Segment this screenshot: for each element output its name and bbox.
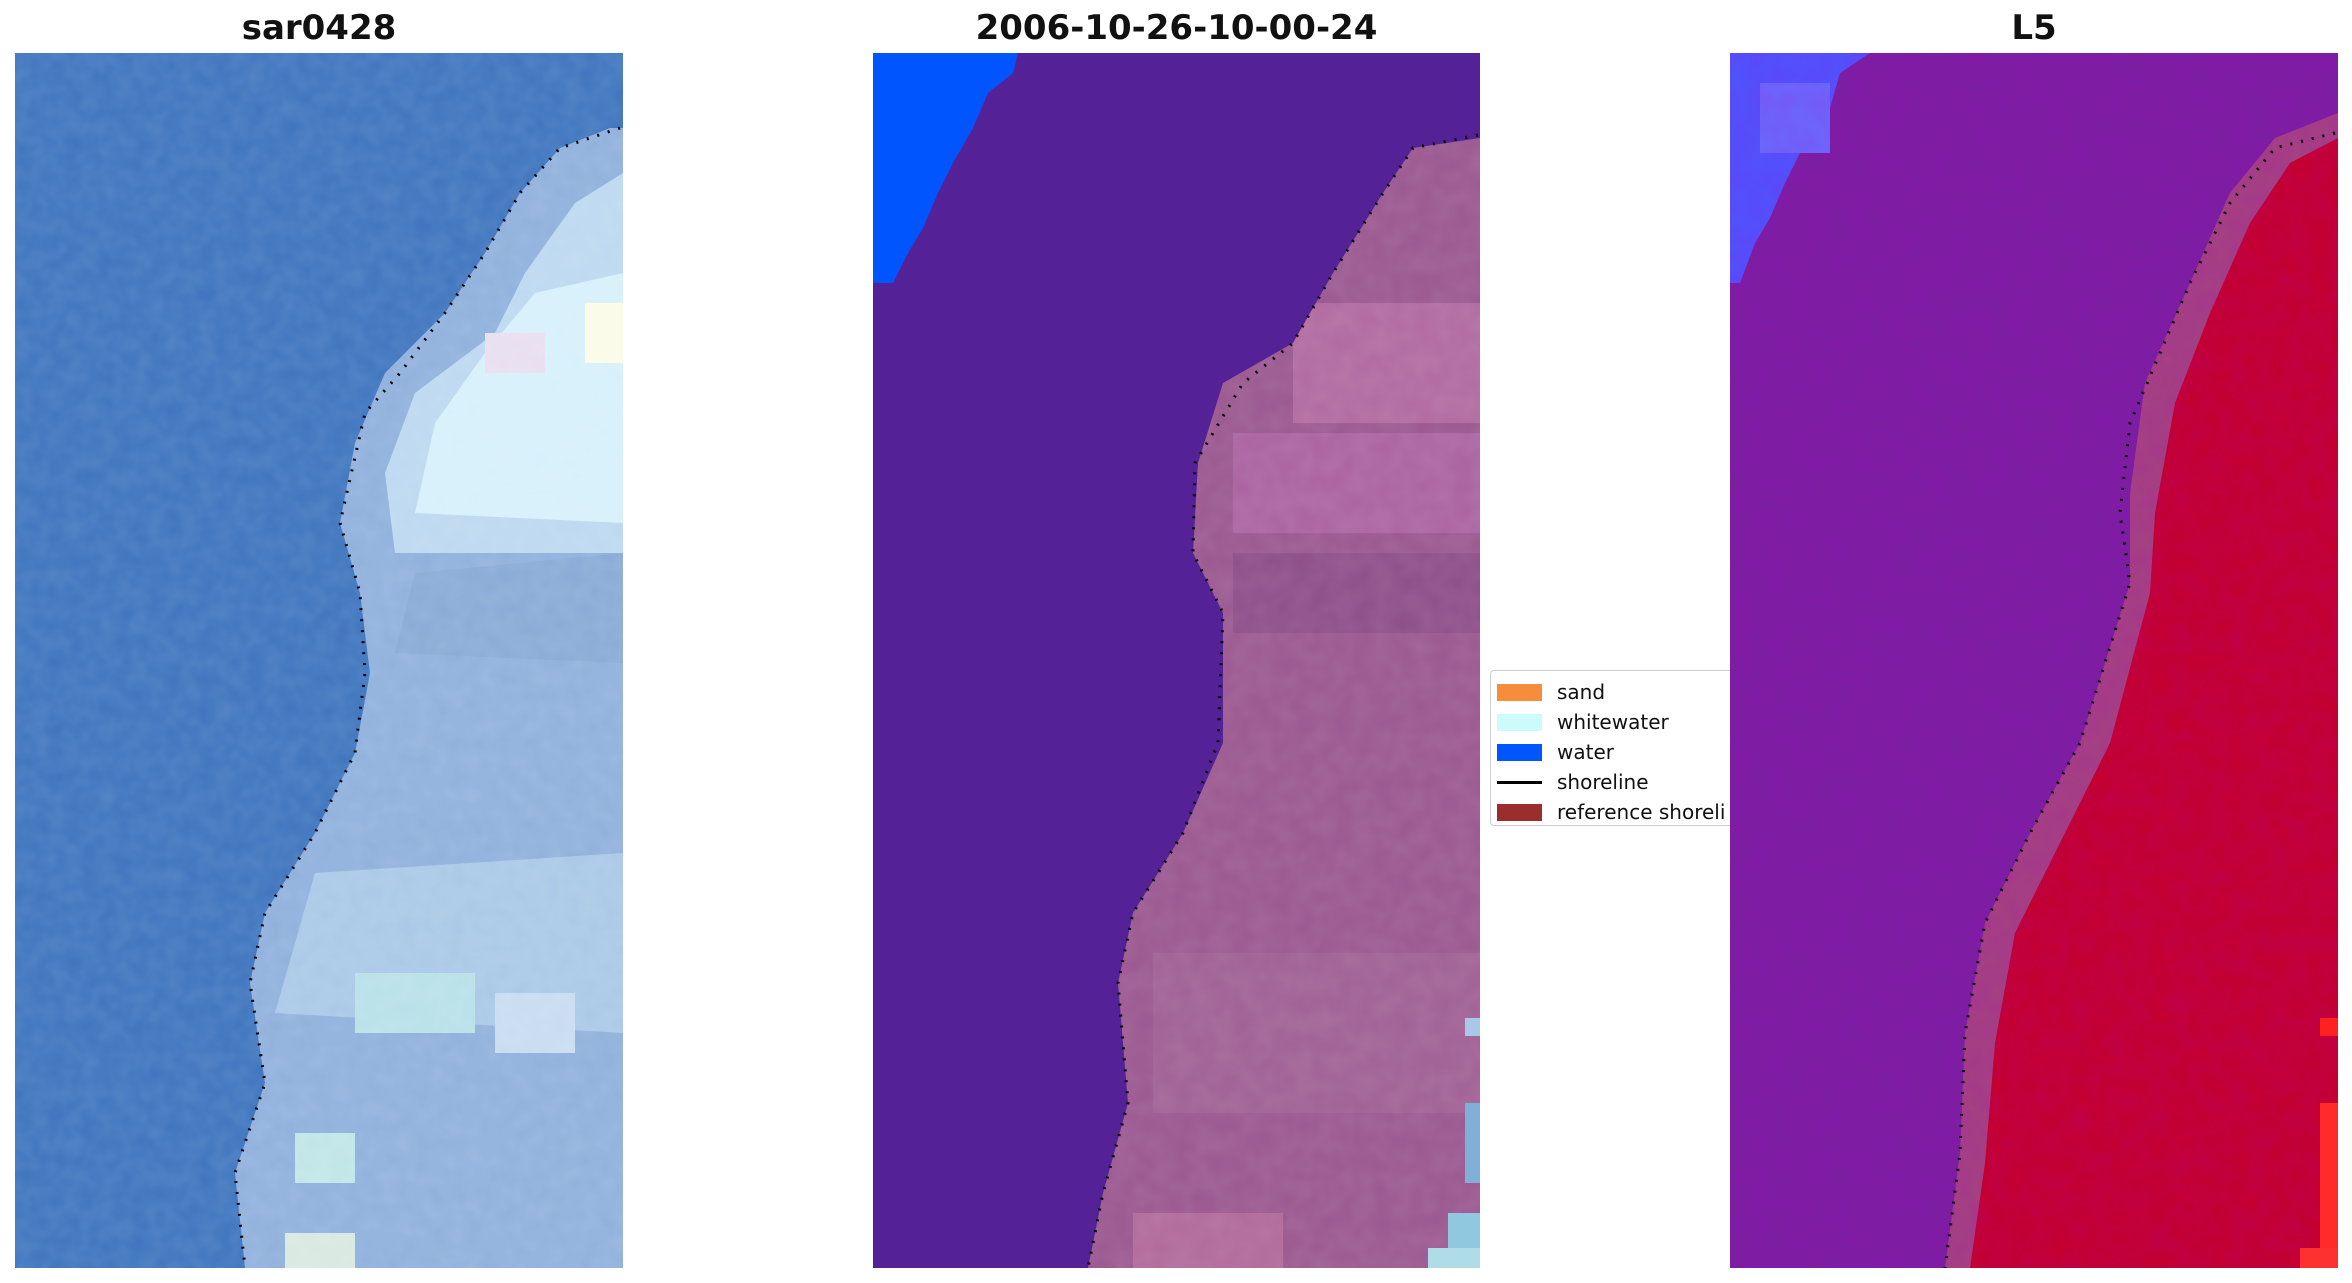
legend-swatch-water [1497, 744, 1542, 761]
classified-image [873, 53, 1480, 1268]
legend-item-whitewater: whitewater [1491, 707, 1730, 737]
legend-label: water [1557, 740, 1614, 764]
index-image [1730, 53, 2338, 1268]
panel-title-index: L5 [2011, 8, 2057, 48]
legend: sand whitewater water shoreline referenc… [1490, 670, 1730, 826]
panel-title-date: 2006-10-26-10-00-24 [975, 8, 1378, 48]
legend-swatch-whitewater [1497, 714, 1542, 731]
legend-item-sand: sand [1491, 677, 1730, 707]
legend-item-shoreline: shoreline [1491, 767, 1730, 797]
rgb-image [15, 53, 623, 1268]
legend-label: reference shoreli [1557, 800, 1726, 824]
rgb-image-panel [15, 53, 623, 1268]
legend-swatch-sand [1497, 684, 1542, 701]
index-image-panel [1730, 53, 2338, 1268]
panel-title-rgb: sar0428 [241, 8, 397, 48]
legend-item-water: water [1491, 737, 1730, 767]
legend-label: sand [1557, 680, 1606, 704]
legend-item-reference-shoreline: reference shoreli [1491, 797, 1730, 825]
legend-line-shoreline [1497, 781, 1542, 784]
legend-label: whitewater [1557, 710, 1669, 734]
legend-swatch-reference-shoreline [1497, 804, 1542, 821]
legend-label: shoreline [1557, 770, 1649, 794]
classified-image-panel [873, 53, 1480, 1268]
